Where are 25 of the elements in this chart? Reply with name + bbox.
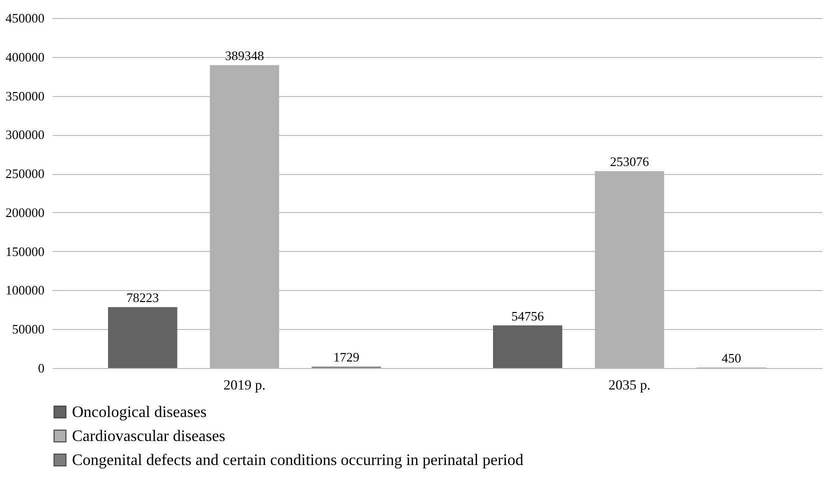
- data-label: 389348: [225, 48, 264, 64]
- y-tick-label: 300000: [6, 127, 44, 142]
- bar: [210, 65, 280, 368]
- x-tick-label: 2019 p.: [224, 378, 266, 394]
- data-label: 78223: [126, 290, 159, 306]
- data-label: 1729: [333, 350, 360, 365]
- data-label: 253076: [610, 154, 650, 170]
- legend-label: Cardiovascular diseases: [72, 428, 226, 445]
- bar: [594, 171, 664, 368]
- data-label: 450: [722, 350, 742, 366]
- y-tick-label: 200000: [6, 204, 44, 220]
- y-tick-label: 100000: [6, 282, 44, 298]
- bar: [108, 307, 178, 368]
- y-tick-label: 350000: [6, 88, 44, 104]
- y-tick-label: 400000: [6, 49, 44, 64]
- y-tick-label: 50000: [12, 322, 44, 337]
- y-tick-label: 150000: [6, 244, 44, 259]
- legend-label: Oncological diseases: [72, 404, 207, 421]
- y-tick-label: 450000: [6, 10, 44, 26]
- bar: [493, 325, 562, 368]
- legend-label: Congenital defects and certain conditions occurring in perinatal period: [72, 452, 524, 469]
- x-tick-label: 2035 p.: [608, 378, 650, 394]
- y-tick-label: 0: [38, 360, 44, 376]
- y-tick-label: 250000: [6, 166, 44, 182]
- data-label: 54756: [511, 308, 544, 324]
